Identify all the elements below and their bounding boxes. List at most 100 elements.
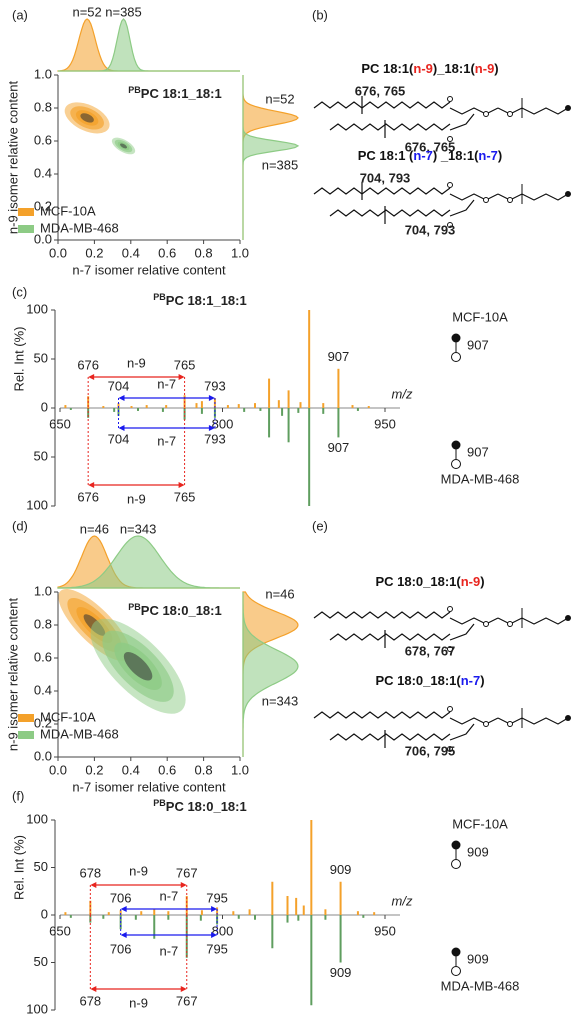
n-label: n=46 bbox=[265, 586, 294, 601]
legend-label: MCF-10A bbox=[452, 309, 508, 324]
oxygen-atom bbox=[483, 721, 489, 727]
fragment-icon-filled bbox=[451, 840, 461, 850]
top-histogram bbox=[58, 18, 240, 72]
arrow-head bbox=[208, 395, 215, 401]
glycerol-backbone bbox=[449, 107, 499, 115]
y-tick-label: 100 bbox=[26, 301, 48, 316]
glycerol-link bbox=[449, 113, 475, 131]
y-tick-label: 0.0 bbox=[34, 231, 52, 246]
arrow-label: n-7 bbox=[159, 943, 178, 958]
arrow-label: n-7 bbox=[159, 888, 178, 903]
x-tick-label: 1.0 bbox=[231, 245, 249, 260]
peak-label: 907 bbox=[328, 349, 350, 364]
right-histogram bbox=[242, 75, 300, 240]
x-axis-label: n-7 isomer relative content bbox=[72, 262, 226, 277]
peak-label: 909 bbox=[330, 965, 352, 980]
arrow-to-label: 765 bbox=[174, 489, 196, 504]
title-text: PC 18:1_18:1 bbox=[166, 293, 247, 308]
arrow-head bbox=[178, 482, 185, 488]
x-tick-label: 0.0 bbox=[49, 762, 67, 777]
arrow-head bbox=[180, 882, 187, 888]
x-tick-label: 0.4 bbox=[122, 245, 140, 260]
acyl-chain bbox=[313, 711, 451, 719]
density-core bbox=[120, 143, 128, 149]
y-tick-label: 100 bbox=[26, 497, 48, 512]
arrow-to-label: 767 bbox=[176, 865, 198, 880]
arrow-from-label: 704 bbox=[108, 378, 130, 393]
y-tick-label: 0.4 bbox=[34, 682, 52, 697]
panel-label: (b) bbox=[312, 7, 328, 22]
fragment-ion-label: 907 bbox=[467, 337, 489, 352]
x-tick-label: 0.8 bbox=[195, 245, 213, 260]
x-tick-label: 800 bbox=[212, 923, 234, 938]
oxygen-atom bbox=[447, 222, 453, 228]
oxygen-atom bbox=[447, 706, 453, 712]
y-tick-label: 50 bbox=[34, 954, 48, 969]
arrow-label: n-9 bbox=[127, 491, 146, 506]
oxygen-atom bbox=[447, 136, 453, 142]
x-tick-label: 950 bbox=[374, 416, 396, 431]
oxygen-atom bbox=[447, 182, 453, 188]
nitrogen-atom bbox=[565, 715, 571, 721]
y-axis-label: n-9 isomer relative content bbox=[5, 598, 20, 752]
n-label: n=385 bbox=[105, 4, 142, 19]
n-label: n=385 bbox=[262, 157, 299, 172]
arrow-head bbox=[118, 395, 125, 401]
fragment-label: 704, 793 bbox=[360, 170, 411, 185]
legend-label: MCF-10A bbox=[40, 203, 96, 218]
fragment-label: 704, 793 bbox=[405, 222, 456, 237]
arrow-to-label: 765 bbox=[174, 357, 196, 372]
fragment-ion-label: 907 bbox=[467, 444, 489, 459]
density-core bbox=[123, 651, 153, 681]
acyl-chain bbox=[313, 101, 451, 109]
y-tick-label: 0 bbox=[41, 399, 48, 414]
glycerol-backbone bbox=[449, 717, 499, 725]
arrow-head bbox=[211, 932, 218, 938]
density-core bbox=[80, 113, 94, 123]
lipid-name-part: ) bbox=[480, 673, 484, 688]
y-tick-label: 50 bbox=[34, 859, 48, 874]
x-tick-label: 800 bbox=[212, 416, 234, 431]
y-tick-label: 0.4 bbox=[34, 165, 52, 180]
arrow-head bbox=[211, 906, 218, 912]
arrow-head bbox=[90, 986, 97, 992]
y-tick-label: 0.2 bbox=[34, 715, 52, 730]
arrow-from-label: 706 bbox=[110, 941, 132, 956]
title-text: PC 18:0_18:1 bbox=[166, 799, 247, 814]
acyl-chain bbox=[313, 187, 451, 195]
y-tick-label: 0.8 bbox=[34, 99, 52, 114]
fragment-icon-open bbox=[451, 859, 461, 869]
lipid-name: PC 18:1 (n-7) _18:1(n-7) bbox=[358, 148, 503, 163]
right-histogram bbox=[242, 592, 299, 757]
glycerol-link bbox=[449, 623, 475, 641]
lipid-name: PC 18:1(n-9)_18:1(n-9) bbox=[361, 61, 498, 76]
oxygen-atom bbox=[447, 96, 453, 102]
arrow-from-label: 678 bbox=[79, 993, 101, 1008]
x-tick-label: 0.2 bbox=[85, 245, 103, 260]
x-tick-label: 0.8 bbox=[195, 762, 213, 777]
legend-label: MDA-MB-468 bbox=[441, 471, 520, 486]
arrow-head bbox=[118, 425, 125, 431]
oxygen-atom bbox=[507, 721, 513, 727]
y-tick-label: 1.0 bbox=[34, 583, 52, 598]
legend-label: MCF-10A bbox=[40, 709, 96, 724]
top-histogram bbox=[57, 18, 240, 72]
arrow-head bbox=[88, 374, 95, 380]
legend-label: MCF-10A bbox=[452, 816, 508, 831]
acyl-chain bbox=[329, 633, 451, 641]
y-tick-label: 0.6 bbox=[34, 132, 52, 147]
arrow-head bbox=[178, 374, 185, 380]
fragment-label: 678, 767 bbox=[405, 643, 456, 658]
acyl-chain bbox=[313, 611, 451, 619]
panel-label: (e) bbox=[312, 518, 328, 533]
lipid-name-part: n-7 bbox=[461, 673, 481, 688]
glycerol-backbone bbox=[449, 617, 499, 625]
panel-label: (d) bbox=[12, 518, 28, 533]
fragment-icon-filled bbox=[451, 333, 461, 343]
arrow-from-label: 704 bbox=[108, 431, 130, 446]
arrow-to-label: 767 bbox=[176, 993, 198, 1008]
n-label: n=46 bbox=[80, 521, 109, 536]
panel-title: PBPC 18:1_18:1 bbox=[153, 292, 246, 308]
arrow-head bbox=[208, 425, 215, 431]
